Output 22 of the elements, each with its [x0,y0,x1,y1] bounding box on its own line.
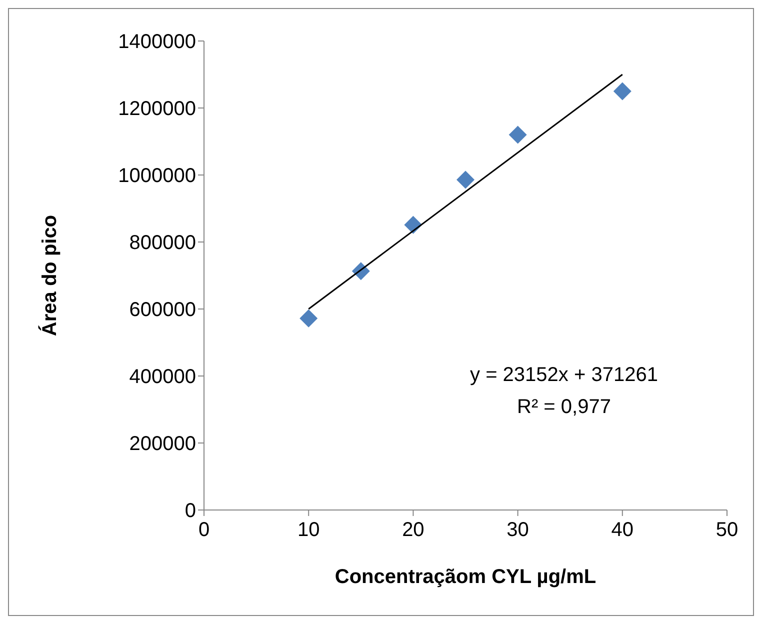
point [613,82,632,100]
y-tick-label: 200000 [129,433,196,456]
annotation: y = 23152x + 371261 [469,363,659,388]
x-tick-label: 0 [198,519,210,542]
point [508,126,527,144]
point [456,170,474,189]
y-tick-label: 400000 [129,366,196,388]
point [300,309,318,328]
y-tick-label: 1400000 [118,31,196,54]
y-axis-title: Área do pico [38,214,62,336]
x-tick-label: 40 [611,519,634,542]
x-tick-label: 30 [506,519,529,542]
annotation: R² = 0,977 [516,395,612,420]
y-tick-label: 1000000 [118,165,196,188]
x-axis-title: Concentraçãom CYL µg/mL [334,566,596,588]
y-tick-label: 0 [184,500,196,522]
y-tick-label: 800000 [129,232,196,254]
x-tick-label: 10 [297,519,320,542]
y-tick-label: 600000 [129,299,196,322]
x-tick-label: 20 [402,519,424,542]
y-tick-label: 1200000 [118,98,196,120]
x-tick-label: 50 [716,519,738,542]
